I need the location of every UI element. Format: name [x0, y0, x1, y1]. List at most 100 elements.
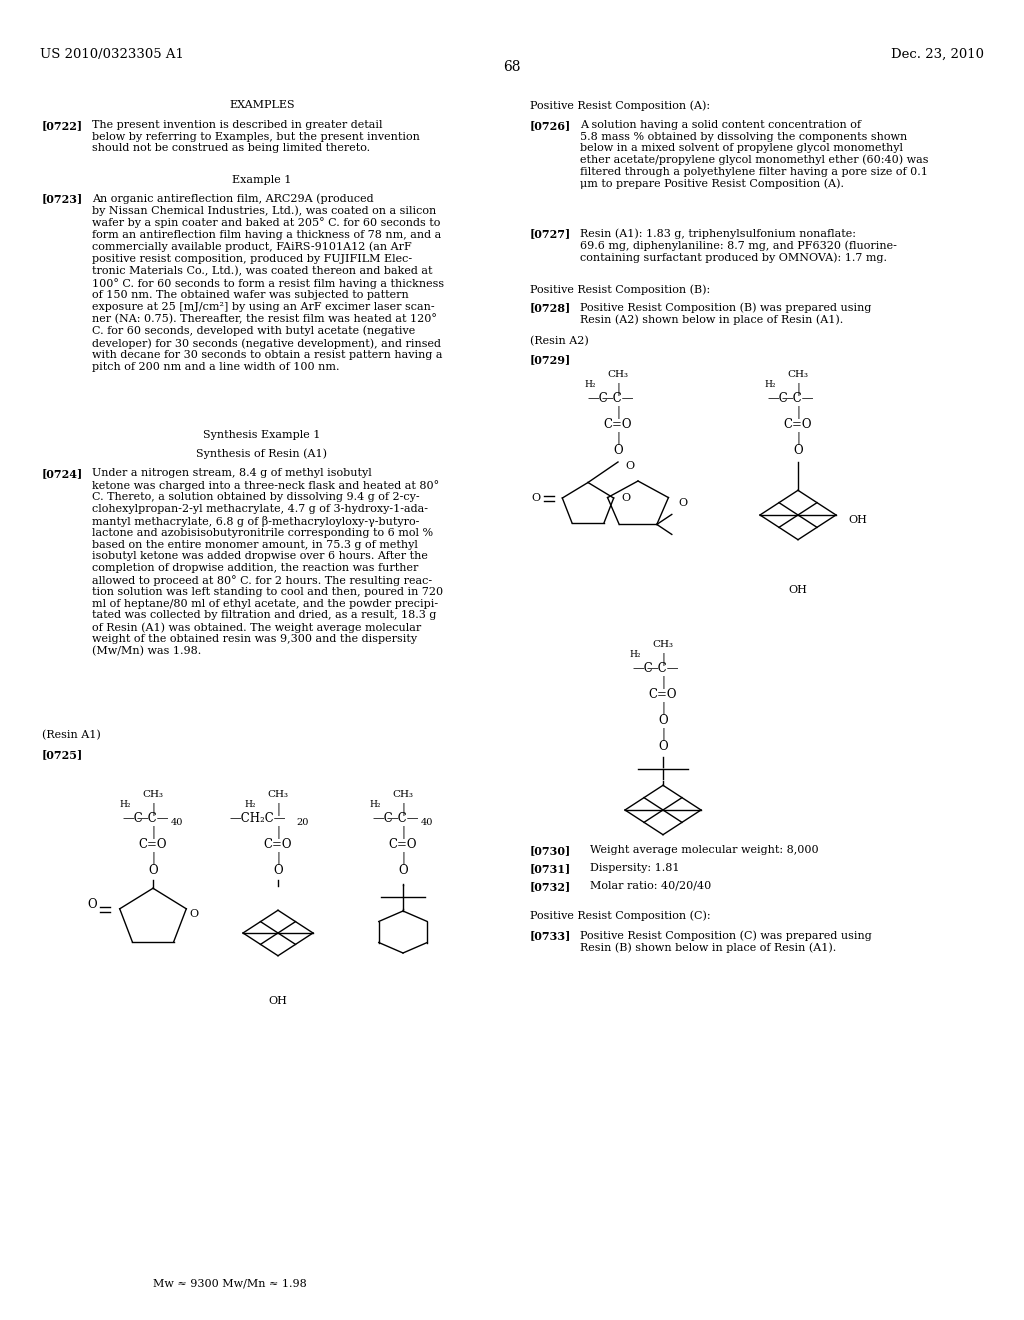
Text: O: O	[398, 865, 408, 876]
Text: O: O	[794, 444, 803, 457]
Text: |: |	[276, 826, 280, 840]
Text: —C: —C	[123, 812, 143, 825]
Text: Weight average molecular weight: 8,000: Weight average molecular weight: 8,000	[590, 845, 818, 855]
Text: An organic antireflection film, ARC29A (produced
by Nissan Chemical Industries, : An organic antireflection film, ARC29A (…	[92, 193, 444, 372]
Text: —C—: —C—	[781, 392, 814, 405]
Text: Molar ratio: 40/20/40: Molar ratio: 40/20/40	[590, 880, 712, 891]
Text: |: |	[616, 432, 620, 445]
Text: A solution having a solid content concentration of
5.8 mass % obtained by dissol: A solution having a solid content concen…	[580, 120, 929, 189]
Text: O: O	[189, 908, 199, 919]
Text: [0726]: [0726]	[530, 120, 571, 131]
Text: |: |	[662, 729, 665, 741]
Text: O: O	[273, 865, 283, 876]
Text: Positive Resist Composition (A):: Positive Resist Composition (A):	[530, 100, 710, 111]
Text: |: |	[616, 383, 620, 396]
Text: Under a nitrogen stream, 8.4 g of methyl isobutyl
ketone was charged into a thre: Under a nitrogen stream, 8.4 g of methyl…	[92, 469, 443, 656]
Text: O: O	[679, 498, 687, 508]
Text: (Resin A1): (Resin A1)	[42, 730, 100, 741]
Text: H₂: H₂	[370, 800, 381, 809]
Text: O: O	[531, 494, 541, 503]
Text: Example 1: Example 1	[232, 176, 292, 185]
Text: O: O	[622, 494, 631, 503]
Text: CH₃: CH₃	[607, 370, 629, 379]
Text: H₂: H₂	[764, 380, 776, 389]
Text: |: |	[662, 653, 665, 667]
Text: Positive Resist Composition (C):: Positive Resist Composition (C):	[530, 909, 711, 920]
Text: H₂: H₂	[119, 800, 131, 809]
Text: OH: OH	[848, 515, 867, 525]
Text: |: |	[152, 826, 155, 840]
Text: OH: OH	[788, 585, 808, 595]
Text: Positive Resist Composition (B):: Positive Resist Composition (B):	[530, 284, 711, 294]
Text: |: |	[662, 702, 665, 715]
Text: —C—: —C—	[602, 392, 634, 405]
Text: |: |	[401, 826, 404, 840]
Text: Synthesis of Resin (A1): Synthesis of Resin (A1)	[197, 447, 328, 458]
Text: H₂: H₂	[245, 800, 256, 809]
Text: [0733]: [0733]	[530, 931, 571, 941]
Text: —CH₂C—: —CH₂C—	[229, 812, 287, 825]
Text: US 2010/0323305 A1: US 2010/0323305 A1	[40, 48, 184, 61]
Text: [0731]: [0731]	[530, 863, 571, 874]
Text: |: |	[796, 383, 800, 396]
Text: |: |	[796, 432, 800, 445]
Text: Resin (A1): 1.83 g, triphenylsulfonium nonaflate:
69.6 mg, diphenylaniline: 8.7 : Resin (A1): 1.83 g, triphenylsulfonium n…	[580, 228, 897, 263]
Text: C=O: C=O	[649, 688, 677, 701]
Text: —C: —C	[768, 392, 788, 405]
Text: |: |	[401, 851, 404, 865]
Text: [0723]: [0723]	[42, 193, 83, 205]
Text: |: |	[401, 803, 404, 816]
Text: C=O: C=O	[389, 838, 417, 851]
Text: O: O	[658, 741, 668, 752]
Text: C=O: C=O	[783, 418, 812, 432]
Text: EXAMPLES: EXAMPLES	[229, 100, 295, 110]
Text: [0728]: [0728]	[530, 302, 571, 313]
Text: [0724]: [0724]	[42, 469, 83, 479]
Text: 20: 20	[296, 818, 308, 828]
Text: |: |	[152, 803, 155, 816]
Text: H₂: H₂	[630, 649, 641, 659]
Text: |: |	[796, 407, 800, 418]
Text: —C: —C	[588, 392, 608, 405]
Text: CH₃: CH₃	[652, 640, 674, 649]
Text: |: |	[152, 851, 155, 865]
Text: —C: —C	[633, 663, 653, 675]
Text: [0729]: [0729]	[530, 354, 571, 366]
Text: [0730]: [0730]	[530, 845, 571, 855]
Text: —C—: —C—	[647, 663, 679, 675]
Text: CH₃: CH₃	[267, 789, 289, 799]
Text: 68: 68	[503, 59, 521, 74]
Text: |: |	[276, 851, 280, 865]
Text: O: O	[87, 899, 96, 911]
Text: C=O: C=O	[264, 838, 292, 851]
Text: O: O	[613, 444, 623, 457]
Text: CH₃: CH₃	[142, 789, 164, 799]
Text: Dec. 23, 2010: Dec. 23, 2010	[891, 48, 984, 61]
Text: 40: 40	[421, 818, 433, 828]
Text: Synthesis Example 1: Synthesis Example 1	[204, 430, 321, 440]
Text: Dispersity: 1.81: Dispersity: 1.81	[590, 863, 680, 873]
Text: CH₃: CH₃	[392, 789, 414, 799]
Text: O: O	[658, 714, 668, 727]
Text: [0732]: [0732]	[530, 880, 571, 892]
Text: The present invention is described in greater detail
below by referring to Examp: The present invention is described in gr…	[92, 120, 420, 153]
Text: (Resin A2): (Resin A2)	[530, 337, 589, 346]
Text: C=O: C=O	[604, 418, 632, 432]
Text: |: |	[662, 676, 665, 689]
Text: OH: OH	[268, 997, 288, 1006]
Text: 40: 40	[171, 818, 183, 828]
Text: [0725]: [0725]	[42, 748, 83, 760]
Text: CH₃: CH₃	[787, 370, 809, 379]
Text: —C—: —C—	[387, 812, 419, 825]
Text: —C: —C	[373, 812, 393, 825]
Text: |: |	[276, 803, 280, 816]
Text: O: O	[626, 461, 635, 471]
Text: Mw ≈ 9300 Mw/Mn ≈ 1.98: Mw ≈ 9300 Mw/Mn ≈ 1.98	[154, 1278, 307, 1288]
Text: O: O	[148, 865, 158, 876]
Text: |: |	[616, 407, 620, 418]
Text: [0722]: [0722]	[42, 120, 83, 131]
Text: Positive Resist Composition (C) was prepared using
Resin (B) shown below in plac: Positive Resist Composition (C) was prep…	[580, 931, 871, 953]
Text: H₂: H₂	[585, 380, 596, 389]
Text: —C—: —C—	[137, 812, 169, 825]
Text: C=O: C=O	[138, 838, 167, 851]
